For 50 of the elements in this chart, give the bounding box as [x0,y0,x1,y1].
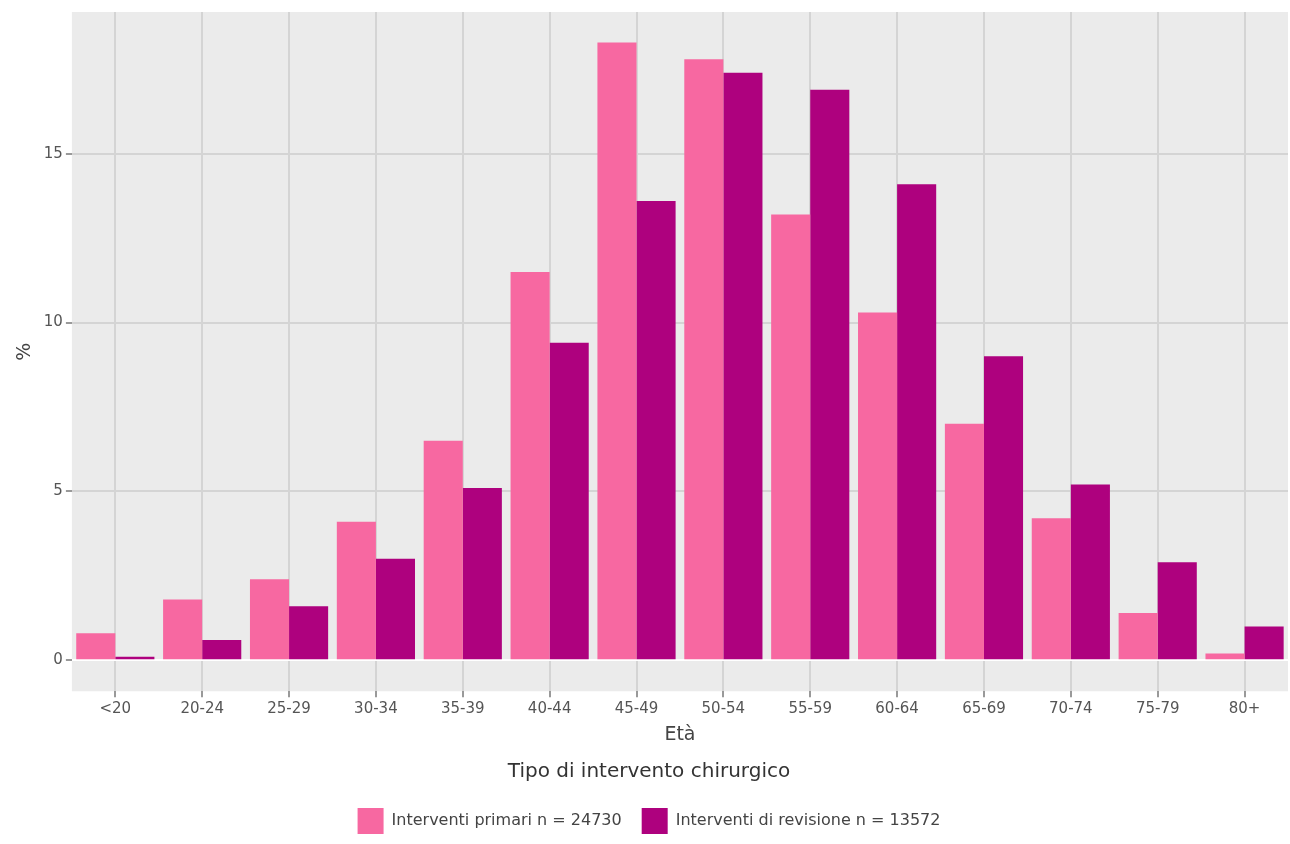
bar [1244,626,1284,660]
bar [723,72,763,660]
bar [510,271,550,660]
x-tick-label: 75-79 [1135,699,1180,718]
bar [549,342,589,660]
bar [684,59,724,660]
bar [1118,612,1158,660]
bar [163,599,203,660]
x-tick-label: 45-49 [614,699,659,718]
y-tick-label: 5 [53,481,63,500]
bar [76,633,116,660]
bar [897,184,937,660]
bar [858,312,898,660]
legend-label: Interventi di revisione n = 13572 [675,810,941,830]
x-tick-label: 60-64 [875,699,919,718]
bar [983,356,1024,660]
x-tick-label: 80+ [1228,699,1261,718]
bar [597,42,637,660]
legend-label: Interventi primari n = 24730 [391,810,622,830]
x-tick-label: 35-39 [440,699,485,718]
x-tick-label: 30-34 [354,699,398,718]
bar [1205,653,1245,660]
y-tick-label: 0 [53,650,63,669]
y-tick-label: 15 [43,143,63,162]
bar [289,606,329,660]
x-axis-title: Età [664,721,696,744]
legend-title: Tipo di intervento chirurgico [506,758,791,783]
bar [636,201,676,660]
y-axis-title: % [12,342,35,361]
bar [810,89,850,660]
bar [336,521,376,660]
bar [423,440,463,660]
bar [944,423,984,660]
x-tick-label: 65-69 [962,699,1006,718]
x-tick-label: 40-44 [527,699,572,718]
bar [202,639,242,660]
bar [249,579,290,660]
bar [462,487,502,660]
bar [1157,562,1197,660]
x-tick-label: 55-59 [788,699,833,718]
y-tick-label: 10 [43,312,63,331]
x-tick-label: <20 [99,699,132,718]
x-tick-label: 20-24 [180,699,224,718]
x-tick-label: 70-74 [1049,699,1093,718]
bar [1070,484,1110,660]
bar [375,558,416,660]
x-tick-label: 25-29 [267,699,311,718]
bar [1031,518,1071,660]
x-tick-label: 50-54 [701,699,746,718]
bar [771,214,811,660]
